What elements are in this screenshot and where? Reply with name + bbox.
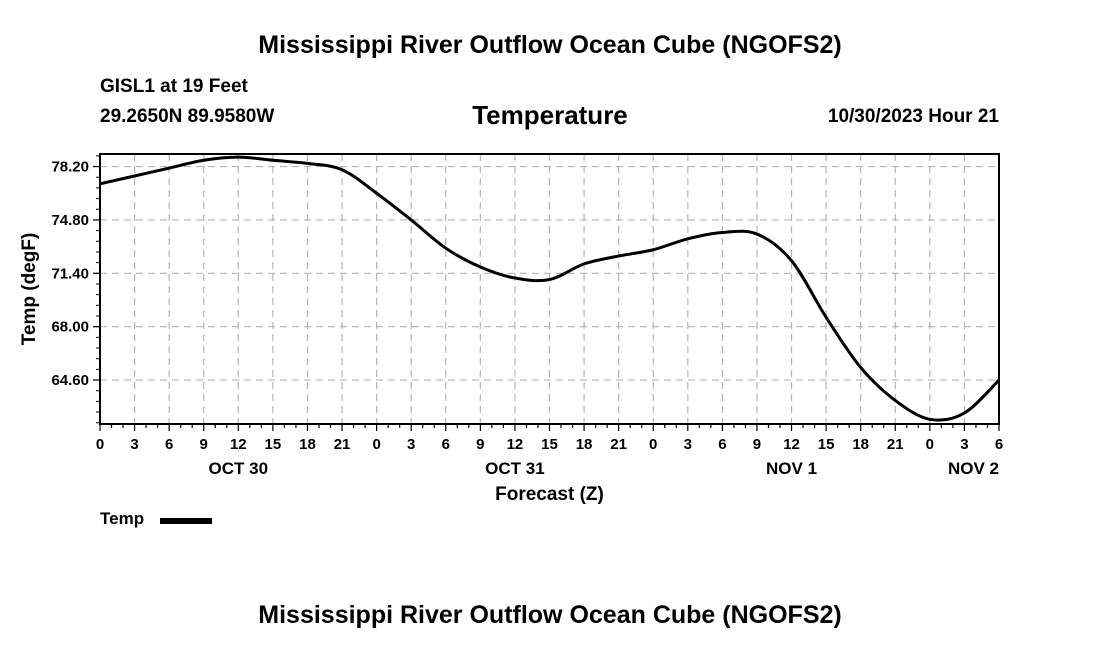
x-tick-label: 9 <box>200 436 208 453</box>
x-tick-label: 9 <box>753 436 761 453</box>
y-tick-label: 78.20 <box>51 159 89 176</box>
x-date-label: OCT 31 <box>485 459 545 478</box>
x-tick-label: 15 <box>265 436 282 453</box>
x-tick-label: 18 <box>576 436 593 453</box>
temp-series-line <box>100 155 999 422</box>
x-tick-label: 21 <box>610 436 627 453</box>
x-tick-label: 12 <box>230 436 247 453</box>
x-date-label: NOV 2 <box>948 459 999 478</box>
station-coordinates: 29.2650N 89.9580W <box>100 106 275 127</box>
main-title: Mississippi River Outflow Ocean Cube (NG… <box>258 31 842 59</box>
x-tick-label: 18 <box>852 436 869 453</box>
x-tick-label: 3 <box>960 436 968 453</box>
y-tick-label: 74.80 <box>51 212 89 229</box>
x-tick-label: 15 <box>541 436 558 453</box>
x-tick-label: 12 <box>783 436 800 453</box>
x-tick-label: 12 <box>507 436 524 453</box>
x-tick-label: 0 <box>649 436 657 453</box>
plot-title: Temperature <box>472 100 628 130</box>
x-tick-label: 0 <box>372 436 380 453</box>
x-tick-label: 3 <box>684 436 692 453</box>
x-tick-label: 9 <box>476 436 484 453</box>
x-date-label: NOV 1 <box>766 459 817 478</box>
y-tick-label: 71.40 <box>51 265 89 282</box>
x-tick-label: 6 <box>718 436 726 453</box>
y-axis-label: Temp (degF) <box>19 233 40 346</box>
x-axis-label: Forecast (Z) <box>495 484 604 505</box>
y-tick-label: 64.60 <box>51 372 89 389</box>
station-label: GISL1 at 19 Feet <box>100 76 248 97</box>
x-tick-label: 15 <box>818 436 835 453</box>
x-tick-label: 21 <box>887 436 904 453</box>
x-tick-label: 6 <box>165 436 173 453</box>
x-tick-label: 0 <box>926 436 934 453</box>
x-tick-label: 6 <box>995 436 1003 453</box>
x-tick-label: 18 <box>299 436 316 453</box>
x-tick-label: 21 <box>334 436 351 453</box>
footer-title: Mississippi River Outflow Ocean Cube (NG… <box>258 601 842 629</box>
forecast-datetime: 10/30/2023 Hour 21 <box>827 106 999 127</box>
x-date-label: OCT 30 <box>209 459 269 478</box>
x-tick-label: 6 <box>442 436 450 453</box>
x-tick-label: 0 <box>96 436 104 453</box>
legend-label: Temp <box>100 509 145 528</box>
x-tick-label: 3 <box>407 436 415 453</box>
legend-line-swatch <box>160 518 212 524</box>
x-tick-label: 3 <box>130 436 138 453</box>
y-tick-label: 68.00 <box>51 319 89 336</box>
